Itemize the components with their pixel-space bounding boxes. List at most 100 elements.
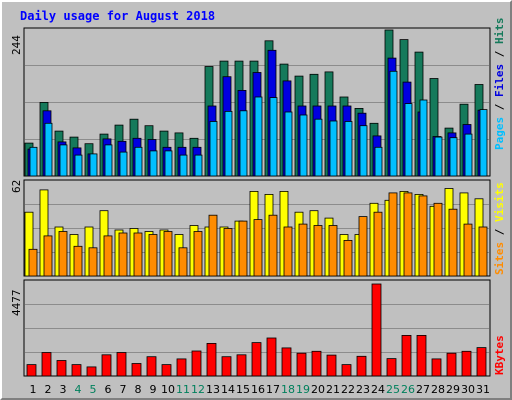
bar-sites <box>403 192 413 277</box>
day-label: 30 <box>461 383 475 396</box>
day-label: 24 <box>371 383 385 396</box>
bar-sites <box>373 211 383 277</box>
bar-sites <box>283 226 293 277</box>
bar-sites <box>88 247 98 277</box>
day-label: 9 <box>150 383 157 396</box>
bar-kbytes <box>236 354 247 377</box>
legend-pages: Pages <box>493 117 506 150</box>
bar-pages <box>434 136 443 177</box>
bar-sites <box>148 234 158 277</box>
bar-kbytes <box>176 358 187 377</box>
bar-pages <box>464 133 473 177</box>
bar-kbytes <box>191 350 202 377</box>
bar-kbytes <box>356 355 367 377</box>
day-label: 10 <box>161 383 175 396</box>
legend-sep-2: / <box>493 50 506 57</box>
bar-kbytes <box>86 366 97 377</box>
bar-kbytes <box>131 363 142 377</box>
bar-kbytes <box>341 364 352 377</box>
middle-ymax-label: 62 <box>10 180 23 193</box>
bar-pages <box>74 154 83 177</box>
bar-sites <box>478 226 488 277</box>
bar-pages <box>239 110 248 177</box>
day-label: 18 <box>281 383 295 396</box>
bar-pages <box>44 122 53 177</box>
bar-kbytes <box>26 364 37 377</box>
bar-kbytes <box>326 354 337 377</box>
bar-kbytes <box>116 352 127 377</box>
day-label: 1 <box>30 383 37 396</box>
bar-kbytes <box>266 337 277 377</box>
bar-pages <box>134 146 143 177</box>
bar-sites <box>163 231 173 277</box>
bar-pages <box>284 111 293 177</box>
bar-pages <box>269 97 278 177</box>
legend-sep-1: / <box>493 103 506 110</box>
day-label: 8 <box>135 383 142 396</box>
top-bars <box>24 29 488 177</box>
bar-kbytes <box>386 358 397 377</box>
bar-sites <box>358 216 368 277</box>
bar-pages <box>419 99 428 177</box>
bar-sites <box>223 228 233 277</box>
bar-kbytes <box>401 334 412 377</box>
bar-sites <box>58 231 68 277</box>
bar-sites <box>103 235 113 277</box>
bar-sites <box>253 219 263 277</box>
bar-pages <box>104 144 113 177</box>
legend-sep-3: / <box>493 228 506 235</box>
day-label: 22 <box>341 383 355 396</box>
day-label: 6 <box>105 383 112 396</box>
bar-kbytes <box>476 347 487 377</box>
bar-pages <box>254 96 263 177</box>
bar-kbytes <box>206 342 217 377</box>
bar-kbytes <box>281 347 292 377</box>
day-label: 15 <box>236 383 250 396</box>
bar-pages <box>389 70 398 177</box>
bar-sites <box>433 202 443 277</box>
day-label: 26 <box>401 383 415 396</box>
day-label: 17 <box>266 383 280 396</box>
day-label: 13 <box>206 383 220 396</box>
bar-sites <box>178 247 188 277</box>
bar-sites <box>43 235 53 277</box>
day-label: 3 <box>60 383 67 396</box>
day-label: 5 <box>90 383 97 396</box>
day-label: 7 <box>120 383 127 396</box>
bar-sites <box>133 232 143 277</box>
day-label: 4 <box>75 383 82 396</box>
day-label: 2 <box>45 383 52 396</box>
bar-sites <box>298 223 308 277</box>
bar-kbytes <box>446 352 457 377</box>
day-label: 20 <box>311 383 325 396</box>
middle-legend: Sites / Visits <box>493 182 506 275</box>
bar-pages <box>119 151 128 177</box>
chart-title: Daily usage for August 2018 <box>20 9 215 23</box>
bar-pages <box>449 137 458 177</box>
top-ymax-label: 244 <box>10 35 23 55</box>
day-label: 11 <box>176 383 190 396</box>
bar-pages <box>59 144 68 177</box>
legend-sites: Sites <box>493 242 506 275</box>
bar-sites <box>418 195 428 277</box>
legend-files: Files <box>493 64 506 97</box>
bar-kbytes <box>461 350 472 377</box>
bar-kbytes <box>161 364 172 377</box>
day-label: 29 <box>446 383 460 396</box>
day-label: 25 <box>386 383 400 396</box>
bar-pages <box>404 103 413 177</box>
bar-sites <box>343 239 353 277</box>
bar-sites <box>388 192 398 277</box>
bar-pages <box>329 120 338 177</box>
bar-pages <box>164 150 173 177</box>
bar-kbytes <box>221 356 232 377</box>
bar-pages <box>224 111 233 177</box>
legend-kbytes: KBytes <box>493 335 506 375</box>
bar-kbytes <box>146 356 157 377</box>
bottom-legend: KBytes <box>493 335 506 375</box>
bar-pages <box>374 146 383 177</box>
bar-pages <box>194 154 203 177</box>
bar-kbytes <box>416 334 427 377</box>
bar-pages <box>179 154 188 177</box>
bar-sites <box>238 220 248 277</box>
